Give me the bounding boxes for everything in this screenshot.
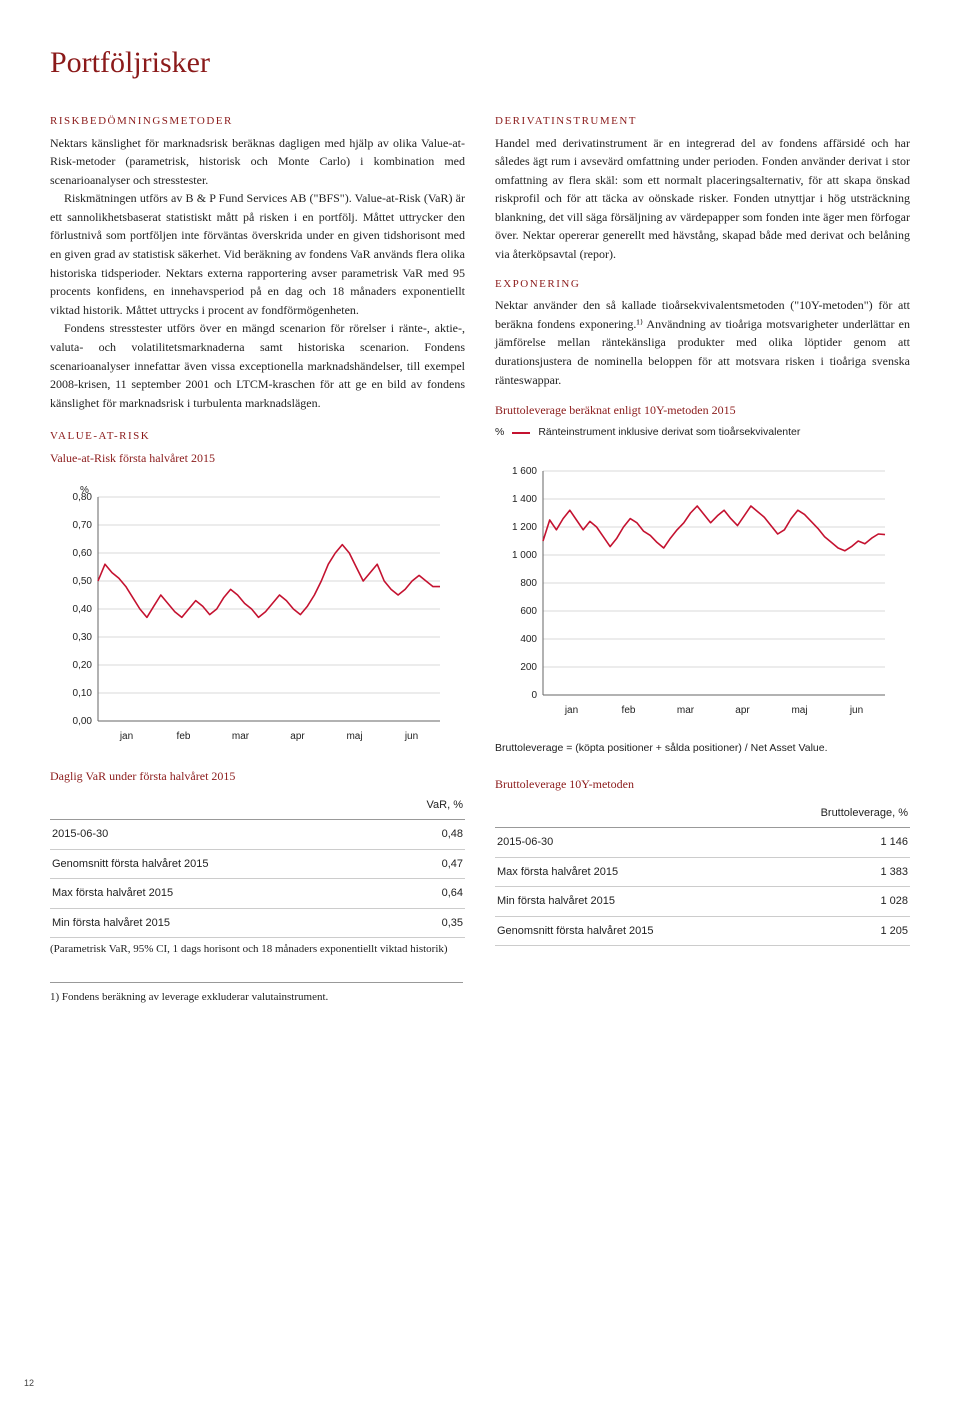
svg-text:0,30: 0,30	[73, 632, 93, 643]
chart2-wrap: 0 200 400 600 800 1 000 1 200 1 400 1 600 jan feb m…	[495, 453, 910, 723]
table-row: Min första halvåret 20151 028	[495, 887, 910, 917]
svg-text:feb: feb	[177, 731, 191, 742]
svg-text:feb: feb	[622, 705, 636, 716]
table-cell-label: Min första halvåret 2015	[495, 887, 759, 917]
svg-text:400: 400	[520, 634, 537, 645]
legend-swatch-icon	[512, 432, 530, 434]
svg-text:1 200: 1 200	[512, 522, 537, 533]
svg-text:jun: jun	[404, 731, 418, 742]
page-number: 12	[24, 1377, 34, 1391]
table1-title: Daglig VaR under första halvåret 2015	[50, 767, 465, 785]
svg-text:0,20: 0,20	[73, 660, 93, 671]
section-head-risk: RISKBEDÖMNINGSMETODER	[50, 113, 465, 130]
svg-text:0,70: 0,70	[73, 520, 93, 531]
table1-head-blank	[50, 791, 381, 820]
para-risk-2: Riskmätningen utförs av B & P Fund Servi…	[50, 189, 465, 319]
svg-text:1 600: 1 600	[512, 466, 537, 477]
section-head-deriv: DERIVATINSTRUMENT	[495, 113, 910, 130]
svg-text:0,50: 0,50	[73, 576, 93, 587]
table-cell-value: 1 028	[759, 887, 910, 917]
chart1-wrap: 0,000,100,200,300,400,500,600,700,80%jan…	[50, 479, 465, 749]
section-head-var: VALUE-AT-RISK	[50, 428, 465, 445]
table-cell-value: 1 205	[759, 916, 910, 946]
table-cell-label: Max första halvåret 2015	[50, 879, 381, 909]
table-cell-label: 2015-06-30	[50, 820, 381, 850]
chart2-title: Bruttoleverage beräknat enligt 10Y-metod…	[495, 401, 910, 419]
chart2-yunit: %	[495, 425, 504, 441]
svg-text:maj: maj	[791, 705, 807, 716]
table-row: Max första halvåret 20151 383	[495, 857, 910, 887]
para-deriv-1: Handel med derivatinstrument är en integ…	[495, 134, 910, 264]
chart1-svg: 0,000,100,200,300,400,500,600,700,80%jan…	[50, 479, 450, 749]
table1: VaR, % 2015-06-300,48Genomsnitt första h…	[50, 791, 465, 939]
table-cell-value: 0,47	[381, 849, 465, 879]
right-column: DERIVATINSTRUMENT Handel med derivatinst…	[495, 113, 910, 958]
table-row: Max första halvåret 20150,64	[50, 879, 465, 909]
svg-text:%: %	[80, 485, 89, 496]
table2-title: Bruttoleverage 10Y-metoden	[495, 775, 910, 793]
svg-text:mar: mar	[677, 705, 695, 716]
svg-text:0,60: 0,60	[73, 548, 93, 559]
svg-text:1 000: 1 000	[512, 550, 537, 561]
table-cell-value: 1 146	[759, 828, 910, 858]
table-cell-label: 2015-06-30	[495, 828, 759, 858]
table2: Bruttoleverage, % 2015-06-301 146Max för…	[495, 799, 910, 947]
chart1-title: Value-at-Risk första halvåret 2015	[50, 449, 465, 467]
chart2-legend-label: Ränteinstrument inklusive derivat som ti…	[538, 425, 800, 441]
svg-text:maj: maj	[346, 731, 362, 742]
table-cell-label: Genomsnitt första halvåret 2015	[50, 849, 381, 879]
svg-text:0,10: 0,10	[73, 688, 93, 699]
table-row: Min första halvåret 20150,35	[50, 908, 465, 938]
left-column: RISKBEDÖMNINGSMETODER Nektars känslighet…	[50, 113, 465, 958]
table2-head-value: Bruttoleverage, %	[759, 799, 910, 828]
svg-text:mar: mar	[232, 731, 250, 742]
svg-text:0,40: 0,40	[73, 604, 93, 615]
para-risk-1: Nektars känslighet för marknadsrisk berä…	[50, 134, 465, 190]
para-expo-1: Nektar använder den så kallade tioårsekv…	[495, 296, 910, 389]
table-cell-value: 0,35	[381, 908, 465, 938]
table-row: 2015-06-301 146	[495, 828, 910, 858]
svg-text:1 400: 1 400	[512, 494, 537, 505]
svg-text:jun: jun	[849, 705, 863, 716]
svg-text:apr: apr	[735, 705, 750, 716]
table1-head-value: VaR, %	[381, 791, 465, 820]
svg-text:0: 0	[531, 690, 537, 701]
table-row: 2015-06-300,48	[50, 820, 465, 850]
svg-text:200: 200	[520, 662, 537, 673]
svg-text:800: 800	[520, 578, 537, 589]
svg-text:jan: jan	[119, 731, 133, 742]
chart2-legend: % Ränteinstrument inklusive derivat som …	[495, 425, 910, 441]
svg-text:apr: apr	[290, 731, 305, 742]
table-cell-label: Max första halvåret 2015	[495, 857, 759, 887]
chart2-caption: Bruttoleverage = (köpta positioner + sål…	[495, 741, 910, 757]
table2-head-blank	[495, 799, 759, 828]
table-cell-label: Genomsnitt första halvåret 2015	[495, 916, 759, 946]
table-cell-value: 0,64	[381, 879, 465, 909]
para-risk-3: Fondens stresstester utförs över en mäng…	[50, 319, 465, 412]
table-cell-value: 0,48	[381, 820, 465, 850]
table1-note: (Parametrisk VaR, 95% CI, 1 dags horison…	[50, 942, 465, 957]
table-row: Genomsnitt första halvåret 20151 205	[495, 916, 910, 946]
table-cell-label: Min första halvåret 2015	[50, 908, 381, 938]
footnote: 1) Fondens beräkning av leverage exklude…	[50, 982, 463, 1006]
table-row: Genomsnitt första halvåret 20150,47	[50, 849, 465, 879]
svg-text:600: 600	[520, 606, 537, 617]
chart2-svg: 0 200 400 600 800 1 000 1 200 1 400 1 600 jan feb m…	[495, 453, 895, 723]
svg-text:jan: jan	[564, 705, 578, 716]
table-cell-value: 1 383	[759, 857, 910, 887]
svg-text:0,00: 0,00	[73, 716, 93, 727]
page-title: Portföljrisker	[50, 40, 910, 85]
section-head-expo: EXPONERING	[495, 276, 910, 293]
